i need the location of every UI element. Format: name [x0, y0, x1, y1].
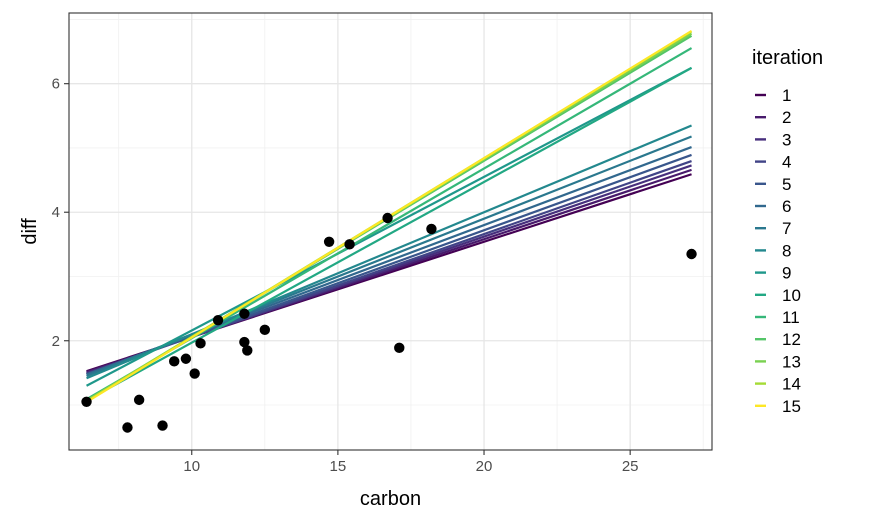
legend-label-4: 4: [782, 153, 791, 172]
data-point-11: [242, 345, 253, 356]
data-point-8: [212, 314, 224, 326]
legend-label-8: 8: [782, 241, 791, 260]
legend-label-13: 13: [782, 352, 801, 371]
legend-label-12: 12: [782, 330, 801, 349]
data-point-12: [259, 324, 271, 336]
legend-label-10: 10: [782, 286, 801, 305]
data-point-16: [394, 342, 405, 354]
plot-panel-border: [68, 12, 713, 451]
data-point-15: [382, 212, 393, 224]
fit-line-iteration-9: [86, 66, 693, 387]
fit-line-iteration-5: [86, 153, 692, 376]
y-axis-title: diff: [19, 218, 41, 245]
legend-label-5: 5: [782, 175, 791, 194]
data-point-0: [81, 396, 92, 408]
x-tick-label-1: 15: [330, 458, 347, 475]
data-point-2: [133, 394, 145, 406]
x-tick-label-2: 20: [476, 458, 493, 475]
y-tick-label-2: 6: [52, 76, 60, 93]
data-point-14: [344, 239, 355, 250]
legend-label-11: 11: [782, 308, 800, 327]
legend-label-9: 9: [782, 264, 791, 283]
data-points: [81, 212, 697, 433]
data-point-7: [195, 338, 206, 349]
data-point-10: [239, 308, 250, 319]
data-point-3: [157, 420, 168, 431]
data-point-6: [189, 368, 200, 379]
data-point-17: [426, 223, 437, 235]
data-point-9: [239, 336, 250, 348]
data-point-1: [122, 422, 133, 433]
fit-line-iteration-10: [86, 66, 693, 402]
legend-label-3: 3: [782, 130, 791, 149]
fit-line-iteration-8: [86, 124, 692, 380]
data-point-18: [686, 248, 697, 260]
x-tick-label-0: 10: [183, 458, 200, 475]
legend-label-7: 7: [782, 219, 791, 238]
data-point-4: [169, 356, 180, 367]
legend-label-2: 2: [782, 108, 791, 127]
data-point-5: [180, 353, 192, 364]
y-tick-label-1: 4: [52, 204, 60, 221]
legend-label-15: 15: [782, 397, 801, 416]
data-point-13: [323, 236, 335, 247]
y-tick-label-0: 2: [52, 333, 60, 350]
legend-label-14: 14: [782, 375, 801, 394]
axis-ticks: 10 15 20 25 2 4 6: [52, 76, 639, 475]
x-axis-title: carbon: [360, 488, 421, 510]
legend-label-1: 1: [782, 86, 791, 105]
legend-title: iteration: [752, 47, 823, 69]
x-tick-label-3: 25: [622, 458, 639, 475]
legend-label-6: 6: [782, 197, 791, 216]
